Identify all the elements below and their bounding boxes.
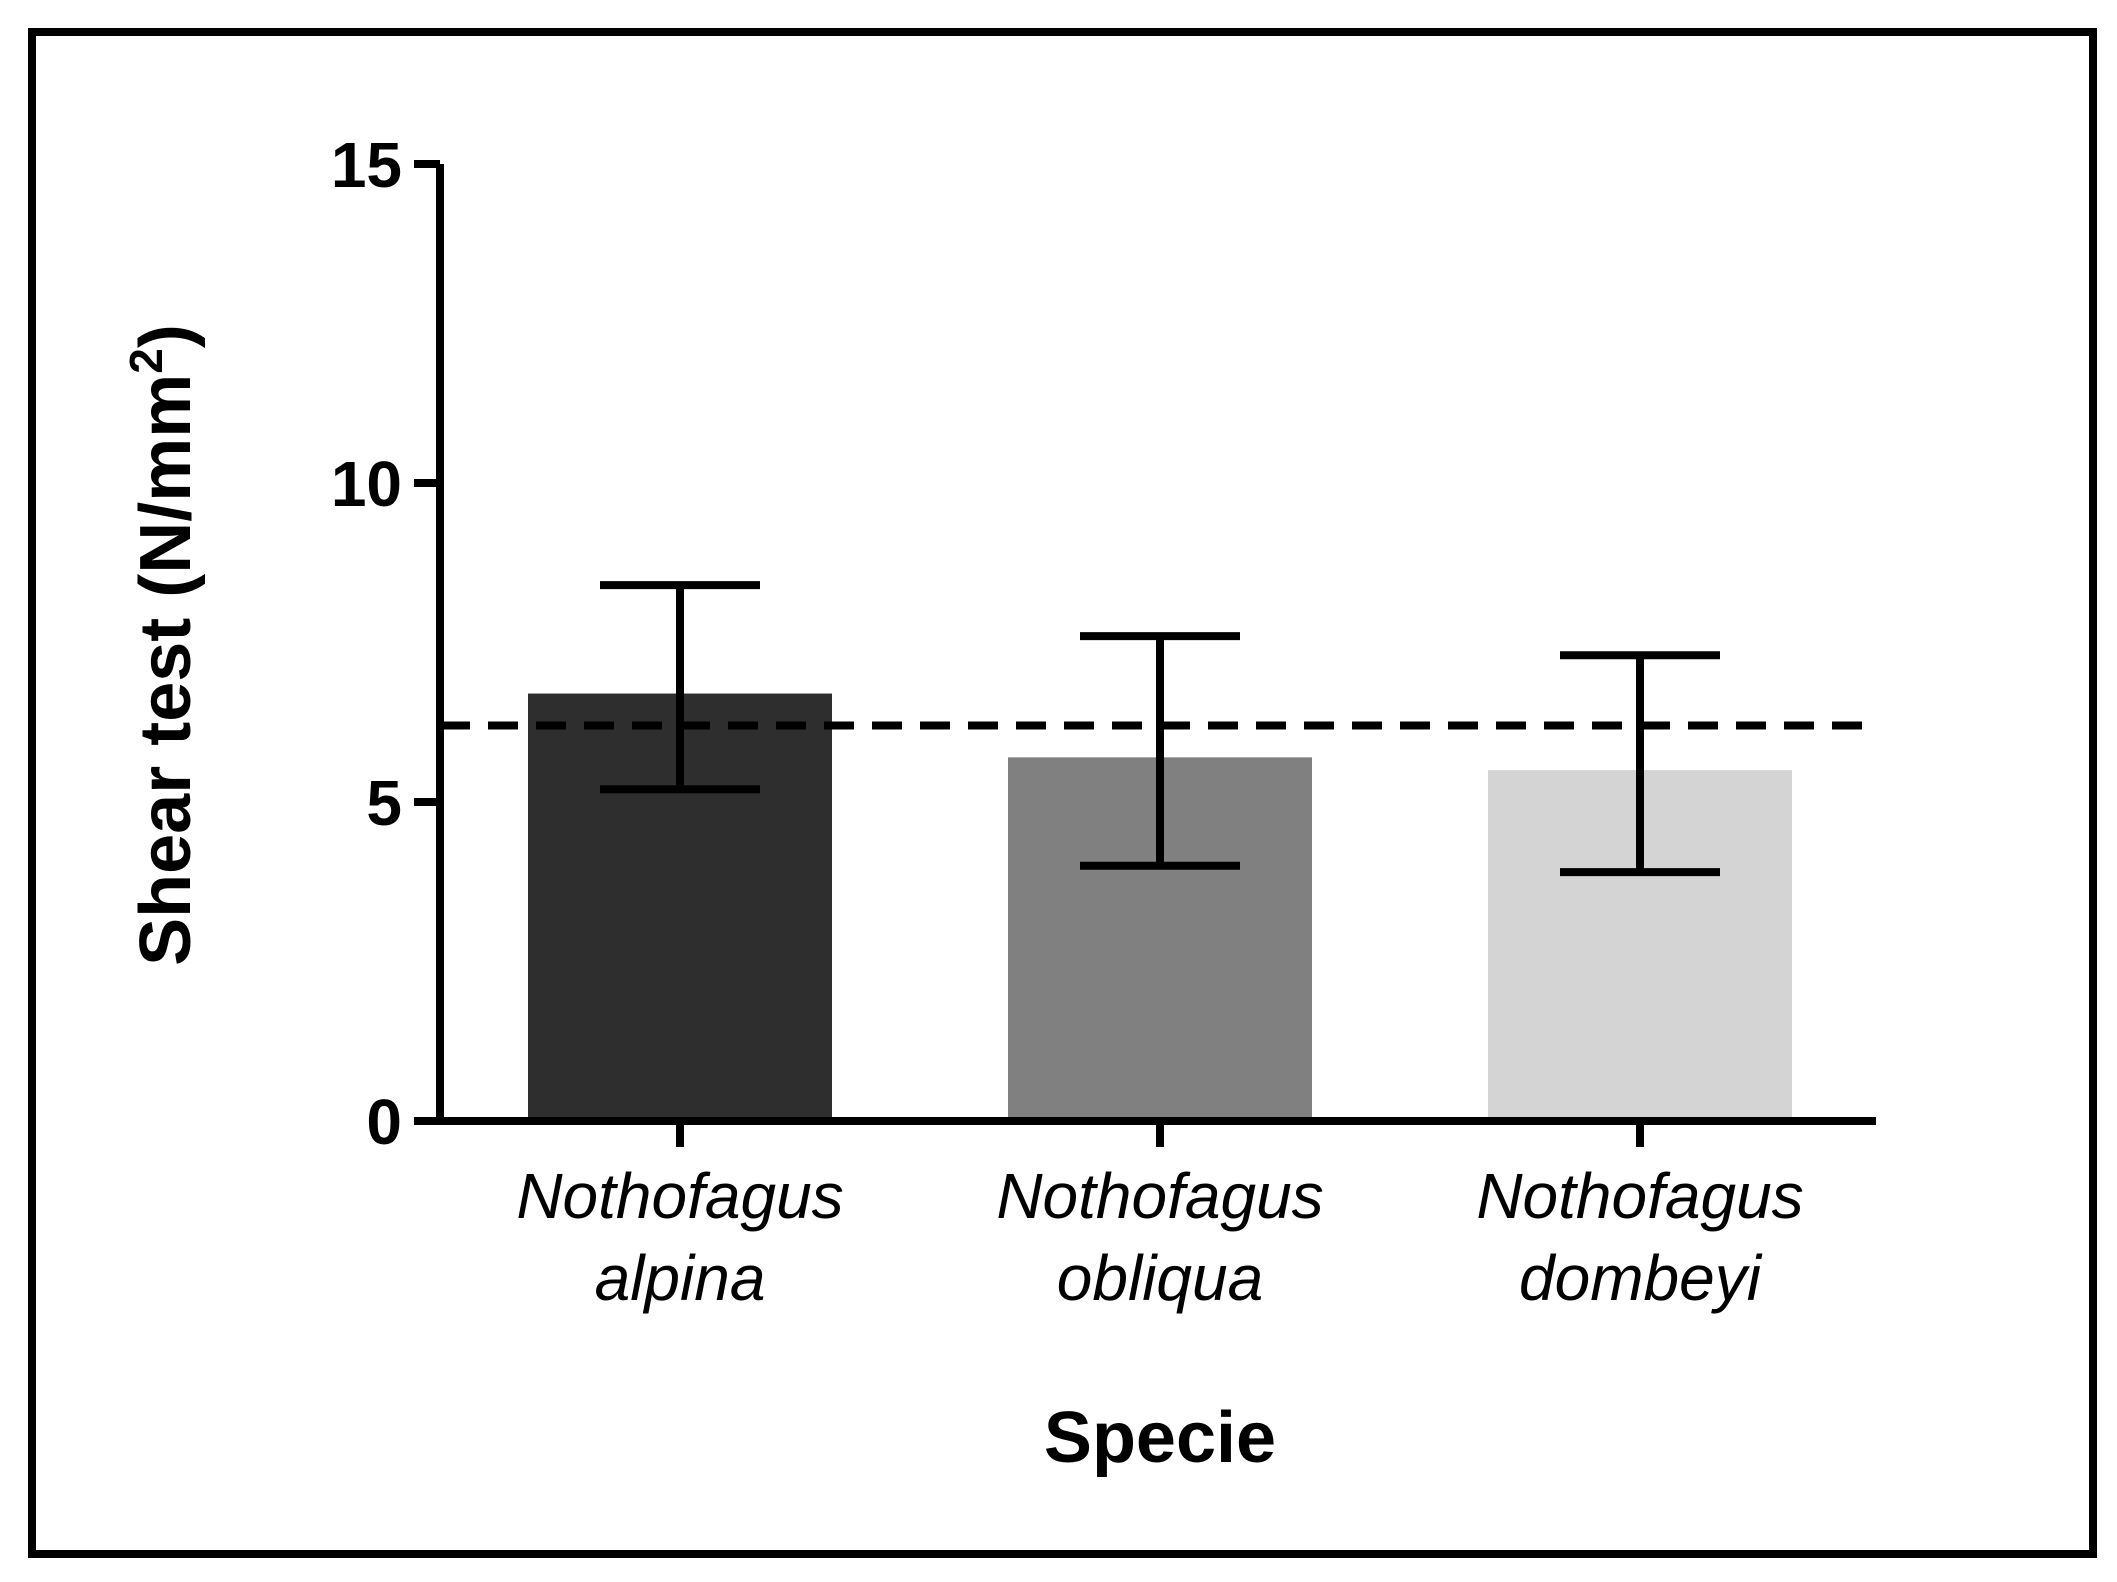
y-axis-title: Shear test (N/mm2) (120, 324, 206, 966)
x-tick-label-0-0: Nothofagus (516, 1160, 843, 1232)
y-tick-label-3: 15 (331, 129, 402, 201)
x-tick-label-2-0: Nothofagus (1476, 1160, 1803, 1232)
x-tick-label-0-1: alpina (595, 1242, 766, 1314)
y-axis-title-main: Shear test (N/mm (126, 374, 206, 966)
y-axis-title-close: ) (126, 324, 206, 348)
y-tick-label-0: 0 (366, 1086, 402, 1158)
x-axis-title: Specie (1044, 1398, 1276, 1478)
y-tick-label-1: 5 (366, 767, 402, 839)
y-tick-label-2: 10 (331, 448, 402, 520)
y-axis-title-superscript: 2 (120, 348, 172, 374)
x-tick-label-2-1: dombeyi (1519, 1242, 1763, 1314)
figure-frame (28, 28, 2097, 1558)
x-tick-label-1-0: Nothofagus (996, 1160, 1323, 1232)
x-tick-label-1-1: obliqua (1057, 1242, 1263, 1314)
